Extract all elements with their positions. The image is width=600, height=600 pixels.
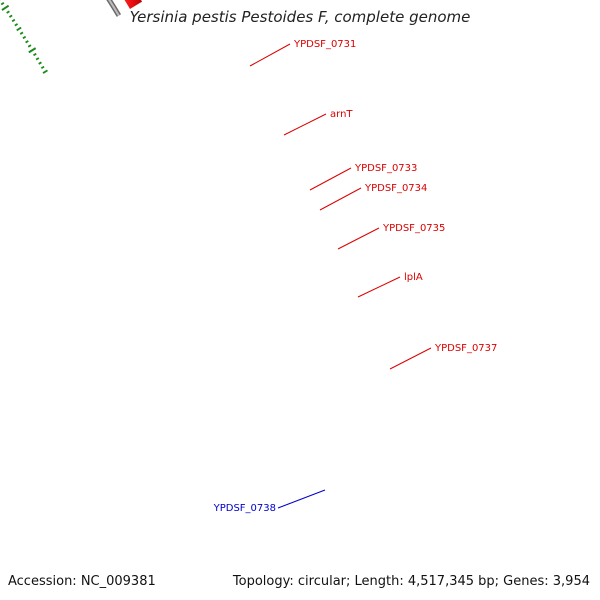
genome-summary-text: Topology: circular; Length: 4,517,345 bp… bbox=[232, 574, 590, 589]
minor-tick bbox=[25, 40, 29, 44]
minor-tick bbox=[16, 26, 22, 32]
minor-tick bbox=[40, 65, 45, 70]
gene-label[interactable]: YPDSF_0734 bbox=[364, 183, 427, 194]
gene-label-leader bbox=[337, 227, 380, 250]
minor-tick bbox=[33, 52, 37, 57]
minor-tick bbox=[42, 69, 48, 74]
feature-track bbox=[124, 0, 143, 10]
minor-tick bbox=[19, 31, 24, 35]
major-tick bbox=[28, 47, 37, 54]
gene-label[interactable]: YPDSF_0731 bbox=[293, 39, 356, 50]
major-tick bbox=[1, 4, 10, 11]
gene-label-leader bbox=[283, 113, 327, 136]
cds-arrow-forward bbox=[124, 0, 143, 10]
gene-label[interactable]: YPDSF_0738 bbox=[213, 503, 276, 514]
gene-label[interactable]: lplA bbox=[404, 272, 423, 283]
gene-label-leader bbox=[389, 347, 432, 370]
minor-tick bbox=[27, 44, 32, 48]
gene-label-leader bbox=[309, 167, 352, 191]
minor-tick bbox=[6, 10, 10, 14]
scale-tick-track bbox=[0, 0, 48, 74]
minor-tick bbox=[35, 57, 40, 61]
gene-labels: YPDSF_0731 arnT YPDSF_0733 YPDSF_0734 YPDSF_… bbox=[213, 39, 498, 514]
minor-tick bbox=[14, 23, 19, 27]
gene-label-leader bbox=[319, 187, 362, 211]
gene-label[interactable]: YPDSF_0737 bbox=[434, 343, 497, 354]
map-title: Yersinia pestis Pestoides F, complete ge… bbox=[129, 8, 471, 26]
accession-text: Accession: NC_009381 bbox=[8, 574, 156, 589]
gene-label-leader bbox=[357, 276, 401, 298]
gene-label[interactable]: arnT bbox=[330, 109, 353, 120]
gene-label[interactable]: YPDSF_0735 bbox=[382, 223, 445, 234]
gene-label-leader bbox=[249, 43, 291, 67]
minor-tick bbox=[38, 61, 42, 65]
minor-tick bbox=[0, 2, 5, 6]
minor-tick bbox=[8, 14, 13, 18]
minor-tick bbox=[11, 18, 16, 23]
gene-label-leader bbox=[277, 489, 326, 509]
minor-tick bbox=[22, 35, 27, 40]
gene-label[interactable]: YPDSF_0733 bbox=[354, 163, 417, 174]
